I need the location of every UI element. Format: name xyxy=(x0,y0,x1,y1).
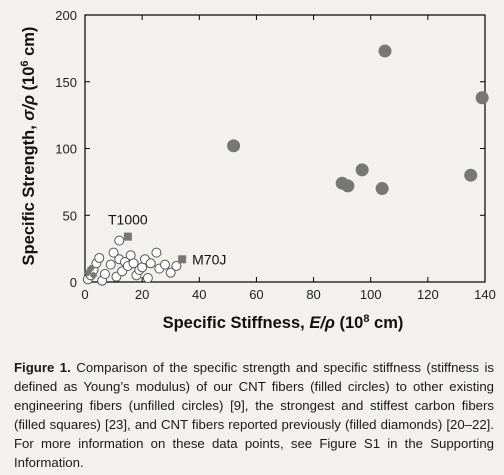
y-tick-label: 100 xyxy=(55,142,77,157)
y-tick-label: 150 xyxy=(55,75,77,90)
cnt-fiber-point xyxy=(375,182,389,196)
annotation-label: M70J xyxy=(192,251,226,267)
y-axis-title: Specific Strength, σ/ρ (106 cm) xyxy=(19,27,38,266)
carbon-fiber-point xyxy=(123,232,132,241)
data-markers xyxy=(82,44,489,286)
prior-cnt-fiber-point xyxy=(89,271,98,280)
cnt-fiber-point xyxy=(378,44,392,58)
engineering-fiber-point xyxy=(171,260,182,271)
engineering-fiber-point xyxy=(114,235,125,246)
caption-text: Comparison of the specific strength and … xyxy=(14,360,494,470)
figure-label: Figure 1. xyxy=(14,360,71,375)
engineering-fiber-point xyxy=(160,259,170,270)
engineering-fiber-point xyxy=(100,268,110,279)
x-axis-ticks: 0 20 40 60 80 100 120 140 xyxy=(81,15,496,302)
engineering-fiber-point xyxy=(142,272,153,283)
annotation-label: T1000 xyxy=(108,212,148,228)
x-tick-label: 0 xyxy=(81,287,88,302)
x-axis-title: Specific Stiffness, E/ρ (108 cm) xyxy=(163,313,404,332)
cnt-fiber-point xyxy=(464,168,478,182)
x-tick-label: 40 xyxy=(192,287,206,302)
engineering-fiber-point xyxy=(151,247,162,258)
x-tick-label: 140 xyxy=(474,287,496,302)
x-tick-label: 120 xyxy=(417,287,439,302)
y-axis-ticks: 0 50 100 150 200 xyxy=(55,8,485,290)
x-tick-label: 80 xyxy=(306,287,320,302)
engineering-fiber-point xyxy=(105,259,116,270)
cnt-fiber-point xyxy=(227,139,241,153)
engineering-fiber-point xyxy=(108,247,119,258)
x-tick-label: 60 xyxy=(249,287,263,302)
annotations: T1000 M70J xyxy=(108,212,226,268)
engineering-fiber-point xyxy=(128,258,139,269)
carbon-fiber-point xyxy=(178,255,187,264)
plot-area xyxy=(84,14,486,283)
x-tick-label: 100 xyxy=(360,287,382,302)
engineering-fiber-point xyxy=(94,252,105,263)
y-tick-label: 200 xyxy=(55,8,77,23)
cnt-fiber-point xyxy=(475,91,489,105)
plot-frame xyxy=(84,14,486,283)
y-tick-label: 50 xyxy=(63,208,77,223)
x-tick-label: 20 xyxy=(135,287,149,302)
engineering-fiber-point xyxy=(145,258,156,269)
y-tick-label: 0 xyxy=(70,275,77,290)
engineering-fiber-point xyxy=(165,267,176,278)
cnt-fiber-point xyxy=(341,179,355,193)
figure-caption: Figure 1. Comparison of the specific str… xyxy=(14,358,494,472)
prior-cnt-fiber-point xyxy=(86,264,95,273)
cnt-fiber-point xyxy=(355,163,369,177)
scatter-chart: 0 20 40 60 80 100 120 140 0 50 100 150 200 T1000 M70… xyxy=(19,8,496,332)
